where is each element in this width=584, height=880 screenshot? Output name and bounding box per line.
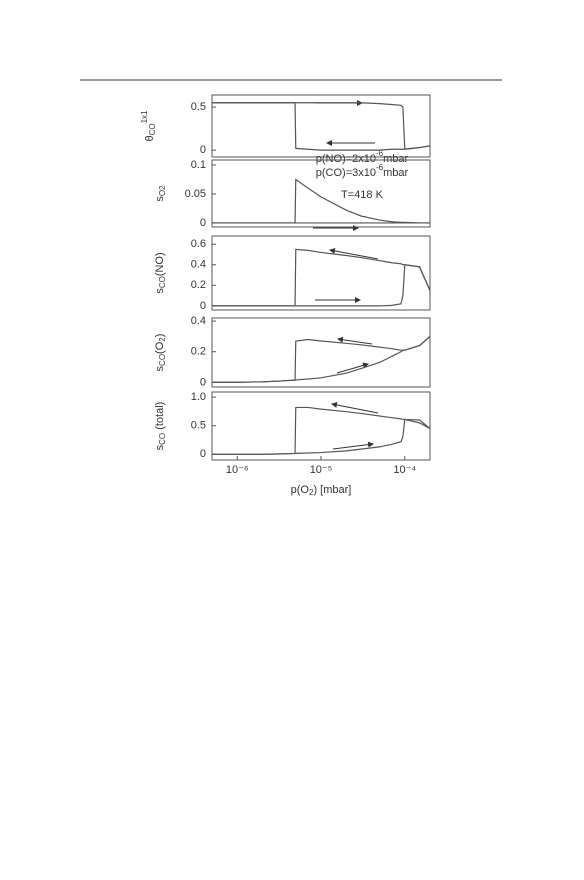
label-part: mbar xyxy=(383,167,408,179)
data-line xyxy=(211,335,431,383)
label-part: CO xyxy=(148,123,157,135)
label-part: p(NO)=2x10 xyxy=(316,153,376,165)
y-tick-label: 0.6 xyxy=(191,238,206,250)
y-axis-label: θCO1x1 xyxy=(140,110,157,142)
label-part: O2 xyxy=(158,185,167,196)
label-part: s xyxy=(154,196,166,202)
label-part: θ xyxy=(144,135,156,141)
label-part: s xyxy=(154,444,166,450)
label-part: (O xyxy=(154,341,166,354)
x-tick-label: 10⁻⁵ xyxy=(310,464,333,476)
y-tick-label: 0.5 xyxy=(191,420,206,432)
direction-arrow xyxy=(331,402,379,414)
y-tick-label: 0 xyxy=(200,448,206,460)
y-axis-label: sCO(NO) xyxy=(154,252,167,293)
label-part: CO xyxy=(158,354,167,366)
label-part: ) xyxy=(154,334,166,338)
data-line xyxy=(212,248,431,307)
data-line xyxy=(211,335,431,383)
y-tick-label: 1.0 xyxy=(191,391,206,403)
y-tick-label: 0 xyxy=(200,300,206,312)
y-axis-label: sCO(O2) xyxy=(154,334,167,372)
direction-arrow xyxy=(336,362,369,374)
direction-arrow xyxy=(329,247,379,260)
label-part: CO xyxy=(158,433,167,445)
label-part: 1x1 xyxy=(140,110,149,123)
plot-frame xyxy=(211,317,431,388)
y-tick-label: 0 xyxy=(200,376,206,388)
y-tick-label: 0.05 xyxy=(185,188,206,200)
label-part: T=418 K xyxy=(341,189,384,201)
annotation: T=418 K xyxy=(341,189,384,201)
data-line xyxy=(212,418,431,455)
y-tick-label: 0.4 xyxy=(191,259,206,271)
data-line xyxy=(212,406,431,455)
plot-frame xyxy=(211,235,431,311)
x-tick-label: 10⁻⁴ xyxy=(393,464,416,476)
label-part: 2 xyxy=(158,337,167,342)
label-part: s xyxy=(154,365,166,371)
y-tick-label: 0.4 xyxy=(191,315,206,327)
data-line xyxy=(212,102,431,150)
direction-arrow xyxy=(332,441,374,450)
label-part: p(O xyxy=(291,484,310,496)
label-part: (total) xyxy=(154,402,166,433)
y-axis-label: sCO (total) xyxy=(154,402,167,451)
y-tick-label: 0.2 xyxy=(191,346,206,358)
data-line xyxy=(212,102,431,151)
label-part: -6 xyxy=(376,163,384,172)
label-part: p(CO)=3x10 xyxy=(316,167,376,179)
label-part: ) [mbar] xyxy=(313,484,351,496)
x-axis-label: p(O2) [mbar] xyxy=(291,484,352,497)
label-part: -6 xyxy=(376,149,384,158)
y-tick-label: 0.2 xyxy=(191,279,206,291)
label-part: CO xyxy=(158,276,167,288)
y-tick-label: 0 xyxy=(200,144,206,156)
plot-frame xyxy=(211,391,431,461)
plot-frame xyxy=(211,94,431,158)
x-tick-label: 10⁻⁶ xyxy=(226,464,249,476)
y-tick-label: 0.5 xyxy=(191,101,206,113)
y-tick-label: 0.1 xyxy=(191,159,206,171)
direction-arrow xyxy=(337,336,373,345)
label-part: s xyxy=(154,288,166,294)
y-axis-label: sO2 xyxy=(154,185,167,202)
label-part: mbar xyxy=(383,153,408,165)
y-tick-label: 0 xyxy=(200,217,206,229)
annotation: p(CO)=3x10-6mbar xyxy=(316,163,409,179)
data-line xyxy=(212,178,430,224)
annotation: p(NO)=2x10-6mbar xyxy=(316,149,409,165)
label-part: 2 xyxy=(309,488,314,497)
label-part: (NO) xyxy=(154,252,166,276)
